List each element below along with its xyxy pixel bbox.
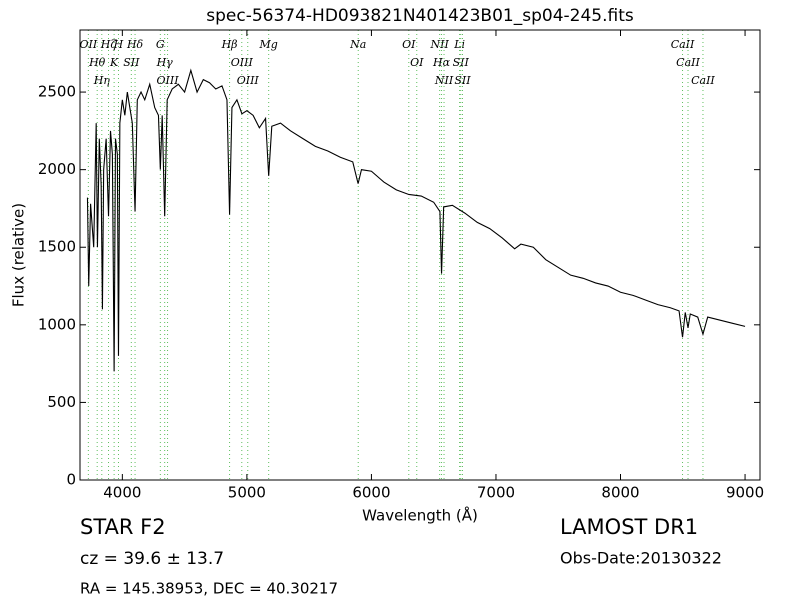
plot-frame	[79, 29, 761, 481]
spectral-line-label: Hγ	[156, 56, 174, 69]
spectral-line-label: Hζ	[100, 38, 118, 51]
y-tick-label: 2500	[38, 83, 76, 101]
spectral-line-label: OII	[79, 38, 97, 51]
coordinates: RA = 145.38953, DEC = 40.30217	[80, 580, 338, 598]
spectral-line-label: H	[113, 38, 124, 51]
spectral-line-label: OIII	[157, 74, 180, 87]
redshift: cz = 39.6 ± 13.7	[80, 549, 224, 569]
spectral-line-label: CaII	[676, 56, 700, 69]
spectral-line-label: CaII	[691, 74, 715, 87]
spectral-line-label: Hη	[93, 74, 111, 87]
spectrum-line	[86, 68, 746, 372]
spectral-line-label: SII	[123, 56, 140, 69]
spectral-line-label: Na	[349, 38, 366, 51]
spectral-line-label: K	[109, 56, 119, 69]
y-tick-label: 1000	[38, 315, 76, 333]
spectral-line-label: G	[156, 38, 165, 51]
survey: LAMOST DR1	[560, 515, 698, 539]
x-axis-label: Wavelength (Å)	[362, 506, 478, 525]
spectral-line-label: NII	[430, 38, 450, 51]
spectral-line-label: Mg	[259, 38, 278, 51]
spectral-line-label: Hβ	[221, 38, 238, 51]
x-tick-label: 5000	[228, 484, 266, 502]
x-tick-label: 4000	[103, 484, 141, 502]
spectral-line-label: SII	[454, 74, 471, 87]
obs-date: Obs-Date:20130322	[560, 549, 722, 568]
y-tick-label: 1500	[38, 238, 76, 256]
chart-title: spec-56374-HD093821N401423B01_sp04-245.f…	[206, 6, 634, 26]
spectral-line-label: OI	[410, 56, 424, 69]
spectral-line-label: Hα	[432, 56, 451, 69]
object-class: STAR F2	[80, 515, 166, 539]
y-tick-label: 500	[47, 393, 76, 411]
spectral-line-label: OIII	[231, 56, 254, 69]
spectral-line-label: CaII	[671, 38, 695, 51]
x-tick-label: 8000	[601, 484, 639, 502]
y-axis-label: Flux (relative)	[10, 203, 28, 307]
y-tick-label: 0	[66, 471, 76, 489]
x-tick-label: 9000	[726, 484, 764, 502]
spectral-line-label: SII	[453, 56, 470, 69]
spectral-line-label: NII	[434, 74, 454, 87]
spectral-line-label: OI	[402, 38, 416, 51]
x-tick-label: 6000	[352, 484, 390, 502]
spectral-line-label: OIII	[237, 74, 260, 87]
spectral-line-label: Hθ	[88, 56, 106, 69]
spectral-line-label: Hδ	[126, 38, 144, 51]
x-tick-label: 7000	[477, 484, 515, 502]
spectral-line-label: Li	[453, 38, 465, 51]
y-tick-label: 2000	[38, 160, 76, 178]
